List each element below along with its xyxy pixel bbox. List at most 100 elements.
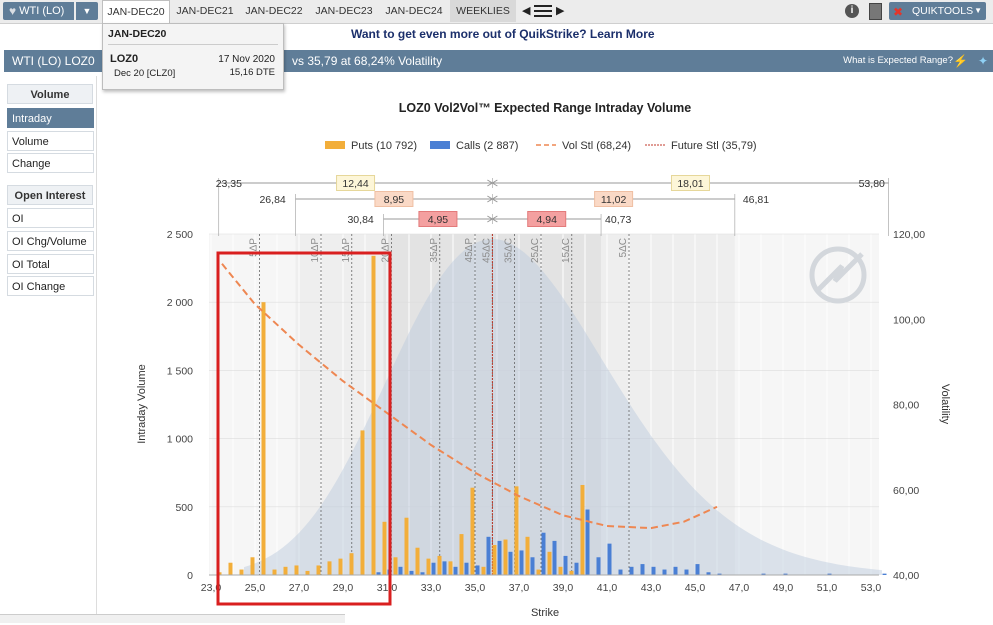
call-bar	[420, 572, 425, 575]
put-bar	[294, 565, 299, 575]
put-bar	[250, 557, 255, 575]
sidebar-item-intraday[interactable]: Intraday	[7, 108, 94, 128]
tab-jan-dec24[interactable]: JAN-DEC24	[385, 5, 443, 17]
put-bar	[327, 561, 332, 575]
range-down-label: 4,95	[428, 214, 449, 226]
call-bar	[684, 569, 689, 575]
y-tick-label: 1 000	[167, 434, 193, 446]
call-bar	[409, 570, 414, 575]
sidebar-item-oi[interactable]: OI	[7, 208, 94, 228]
sidebar-item-oi-total[interactable]: OI Total	[7, 254, 94, 274]
volatility-curve	[221, 263, 718, 530]
promo-learn-more-link[interactable]: Want to get even more out of QuikStrike?…	[351, 27, 655, 41]
tab-weeklies[interactable]: WEEKLIES	[450, 0, 516, 22]
calculator-icon[interactable]	[869, 3, 882, 20]
range-up-box	[527, 211, 567, 227]
next-arrow-icon[interactable]: ▶	[556, 5, 565, 17]
delta-label: 25ΔC	[530, 238, 541, 263]
x-tick-label: 53,0	[861, 582, 882, 594]
sidebar-item-oi-chg-volume[interactable]: OI Chg/Volume	[7, 231, 94, 251]
delta-label: 35ΔP	[429, 238, 440, 263]
put-bar	[536, 569, 541, 575]
call-bar	[585, 509, 590, 575]
call-bar	[662, 569, 667, 575]
tab-jan-dec22[interactable]: JAN-DEC22	[245, 5, 303, 17]
put-bar	[459, 534, 464, 575]
x-tick-label: 35,0	[465, 582, 486, 594]
sidebar-item-change[interactable]: Change	[7, 153, 94, 173]
put-bar	[382, 521, 387, 575]
x-tick-label: 43,0	[641, 582, 662, 594]
delta-label: 45ΔP	[464, 238, 475, 263]
range-arrow	[491, 195, 498, 203]
delta-label: 45ΔC	[482, 238, 493, 263]
vol2vol-chart: LOZ0 Vol2Vol™ Expected Range Intraday Vo…	[136, 101, 951, 619]
call-bar	[607, 543, 612, 575]
prev-arrow-icon[interactable]: ◀	[522, 5, 531, 17]
put-bar	[316, 565, 321, 575]
call-bar	[453, 566, 458, 575]
lightning-icon[interactable]: ⚡	[953, 54, 968, 68]
y-tick-label: 1 500	[167, 365, 193, 377]
call-bar	[475, 565, 480, 575]
put-bar	[448, 561, 453, 575]
chevron-down-icon: ▼	[82, 6, 92, 16]
sidebar-item-volume[interactable]: Volume	[7, 131, 94, 151]
product-dropdown-button[interactable]: ▼	[76, 2, 98, 20]
put-bar	[525, 536, 530, 575]
x-tick-label: 29,0	[333, 582, 354, 594]
sidebar-item-oi-change[interactable]: OI Change	[7, 276, 94, 296]
x-tick-label: 25,0	[245, 582, 266, 594]
y-tick-label: 500	[175, 502, 193, 514]
expiry-tooltip: JAN-DEC20 LOZ0 17 Nov 2020 Dec 20 [CLZ0]…	[102, 23, 284, 90]
put-bar	[393, 557, 398, 575]
put-bar	[360, 430, 365, 575]
range-low-label: 30,84	[347, 214, 373, 226]
range-up-label: 18,01	[677, 178, 703, 190]
call-bar	[376, 572, 381, 575]
put-bar	[261, 302, 266, 575]
x-tick-label: 23,0	[201, 582, 222, 594]
range-up-label: 4,94	[537, 214, 558, 226]
call-bar	[629, 566, 634, 575]
put-bar	[239, 569, 244, 575]
put-bar	[283, 566, 288, 575]
quiktools-button[interactable]: ✖ QUIKTOOLS ▼	[889, 2, 986, 20]
twitter-icon[interactable]: ✦	[977, 54, 988, 68]
tooltip-dte: 15,16 DTE	[229, 67, 275, 78]
call-bar	[574, 562, 579, 575]
legend-label-1: Calls (2 887)	[456, 140, 518, 152]
put-bar	[305, 570, 310, 575]
x-axis-title: Strike	[531, 607, 559, 619]
range-arrow	[491, 179, 498, 187]
sidebar-oi-heading: Open Interest	[7, 185, 93, 205]
call-bar	[519, 550, 524, 575]
call-bar	[530, 557, 535, 575]
product-selector-button[interactable]: ♥ WTI (LO)	[3, 2, 74, 20]
put-bar	[569, 570, 574, 575]
y-tick-label: 2 000	[167, 297, 193, 309]
range-low-label: 26,84	[259, 194, 285, 206]
sidebar-volume-heading: Volume	[7, 84, 93, 104]
put-bar	[415, 547, 420, 575]
product-label: WTI (LO)	[19, 5, 65, 17]
chart-title: LOZ0 Vol2Vol™ Expected Range Intraday Vo…	[399, 101, 691, 115]
tooltip-symbol: LOZ0	[110, 53, 139, 65]
info-icon[interactable]: i	[845, 4, 859, 18]
put-bar	[503, 539, 508, 575]
y2-tick-label: 120,00	[893, 229, 925, 241]
list-menu-icon[interactable]	[534, 5, 552, 17]
range-up-box	[594, 191, 634, 207]
tab-jan-dec23[interactable]: JAN-DEC23	[315, 5, 373, 17]
x-tick-label: 49,0	[773, 582, 794, 594]
expected-range-help-link[interactable]: What is Expected Range?	[843, 55, 953, 66]
y-axis-title: Intraday Volume	[136, 364, 148, 444]
y2-tick-label: 40,00	[893, 570, 919, 582]
x-tick-label: 51,0	[817, 582, 838, 594]
tab-jan-dec20[interactable]: JAN-DEC20	[102, 0, 170, 23]
delta-label: 15ΔP	[341, 238, 352, 263]
range-down-box	[418, 211, 458, 227]
call-bar	[398, 566, 403, 575]
legend-label-2: Vol Stl (68,24)	[562, 140, 631, 152]
tab-jan-dec21[interactable]: JAN-DEC21	[176, 5, 234, 17]
